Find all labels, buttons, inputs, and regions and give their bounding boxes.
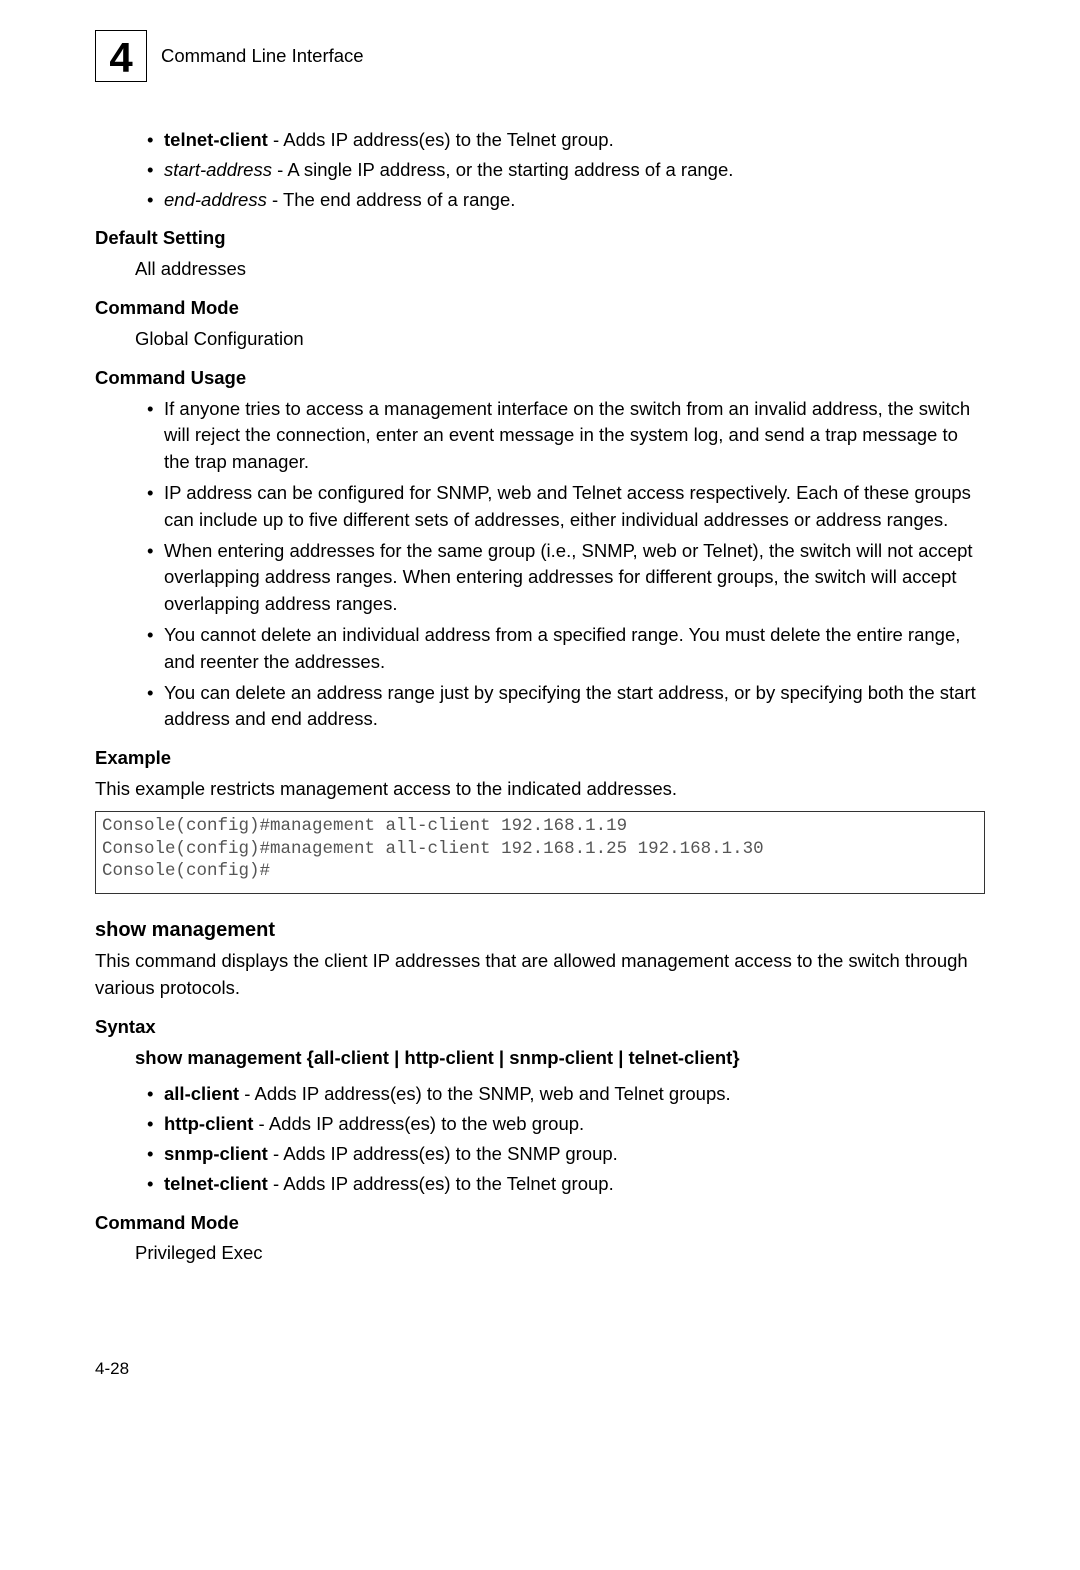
term: telnet-client xyxy=(164,1173,268,1194)
list-item: When entering addresses for the same gro… xyxy=(147,538,985,618)
desc: - The end address of a range. xyxy=(267,189,516,210)
list-item: snmp-client - Adds IP address(es) to the… xyxy=(147,1141,985,1168)
desc: - Adds IP address(es) to the web group. xyxy=(253,1113,584,1134)
desc: - A single IP address, or the starting a… xyxy=(272,159,733,180)
list-item: You can delete an address range just by … xyxy=(147,680,985,734)
term: http-client xyxy=(164,1113,253,1134)
chapter-number-icon: 4 xyxy=(95,30,147,82)
syntax-heading: Syntax xyxy=(95,1014,985,1041)
list-item: If anyone tries to access a management i… xyxy=(147,396,985,476)
list-item: You cannot delete an individual address … xyxy=(147,622,985,676)
list-item: IP address can be configured for SNMP, w… xyxy=(147,480,985,534)
example-code-block: Console(config)#management all-client 19… xyxy=(95,811,985,894)
example-heading: Example xyxy=(95,745,985,772)
list-item: telnet-client - Adds IP address(es) to t… xyxy=(147,127,985,154)
term: start-address xyxy=(164,159,272,180)
page-number: 4-28 xyxy=(95,1357,985,1382)
desc: - Adds IP address(es) to the Telnet grou… xyxy=(268,129,614,150)
show-management-heading: show management xyxy=(95,916,985,945)
term: all-client xyxy=(164,1083,239,1104)
term: telnet-client xyxy=(164,129,268,150)
header-title: Command Line Interface xyxy=(161,43,364,70)
list-item: http-client - Adds IP address(es) to the… xyxy=(147,1111,985,1138)
command-mode-heading-2: Command Mode xyxy=(95,1210,985,1237)
desc: - Adds IP address(es) to the Telnet grou… xyxy=(268,1173,614,1194)
default-setting-heading: Default Setting xyxy=(95,225,985,252)
top-parameter-list: telnet-client - Adds IP address(es) to t… xyxy=(95,127,985,213)
syntax-line: show management {all-client | http-clien… xyxy=(95,1045,985,1072)
page-header: 4 Command Line Interface xyxy=(95,30,985,82)
command-mode-value: Global Configuration xyxy=(95,326,985,353)
syntax-parameter-list: all-client - Adds IP address(es) to the … xyxy=(95,1081,985,1197)
list-item: telnet-client - Adds IP address(es) to t… xyxy=(147,1171,985,1198)
list-item: all-client - Adds IP address(es) to the … xyxy=(147,1081,985,1108)
command-mode-value-2: Privileged Exec xyxy=(95,1240,985,1267)
desc: - Adds IP address(es) to the SNMP group. xyxy=(268,1143,618,1164)
command-mode-heading: Command Mode xyxy=(95,295,985,322)
term: end-address xyxy=(164,189,267,210)
svg-text:4: 4 xyxy=(109,34,133,81)
term: snmp-client xyxy=(164,1143,268,1164)
command-usage-heading: Command Usage xyxy=(95,365,985,392)
desc: - Adds IP address(es) to the SNMP, web a… xyxy=(239,1083,731,1104)
show-management-desc: This command displays the client IP addr… xyxy=(95,948,985,1002)
list-item: start-address - A single IP address, or … xyxy=(147,157,985,184)
default-setting-value: All addresses xyxy=(95,256,985,283)
example-desc: This example restricts management access… xyxy=(95,776,985,803)
list-item: end-address - The end address of a range… xyxy=(147,187,985,214)
command-usage-list: If anyone tries to access a management i… xyxy=(95,396,985,734)
